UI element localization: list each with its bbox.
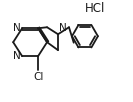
Text: Cl: Cl xyxy=(33,72,43,82)
Text: HCl: HCl xyxy=(85,2,105,15)
Text: N: N xyxy=(13,51,21,61)
Text: N: N xyxy=(59,23,67,33)
Text: N: N xyxy=(13,23,21,33)
